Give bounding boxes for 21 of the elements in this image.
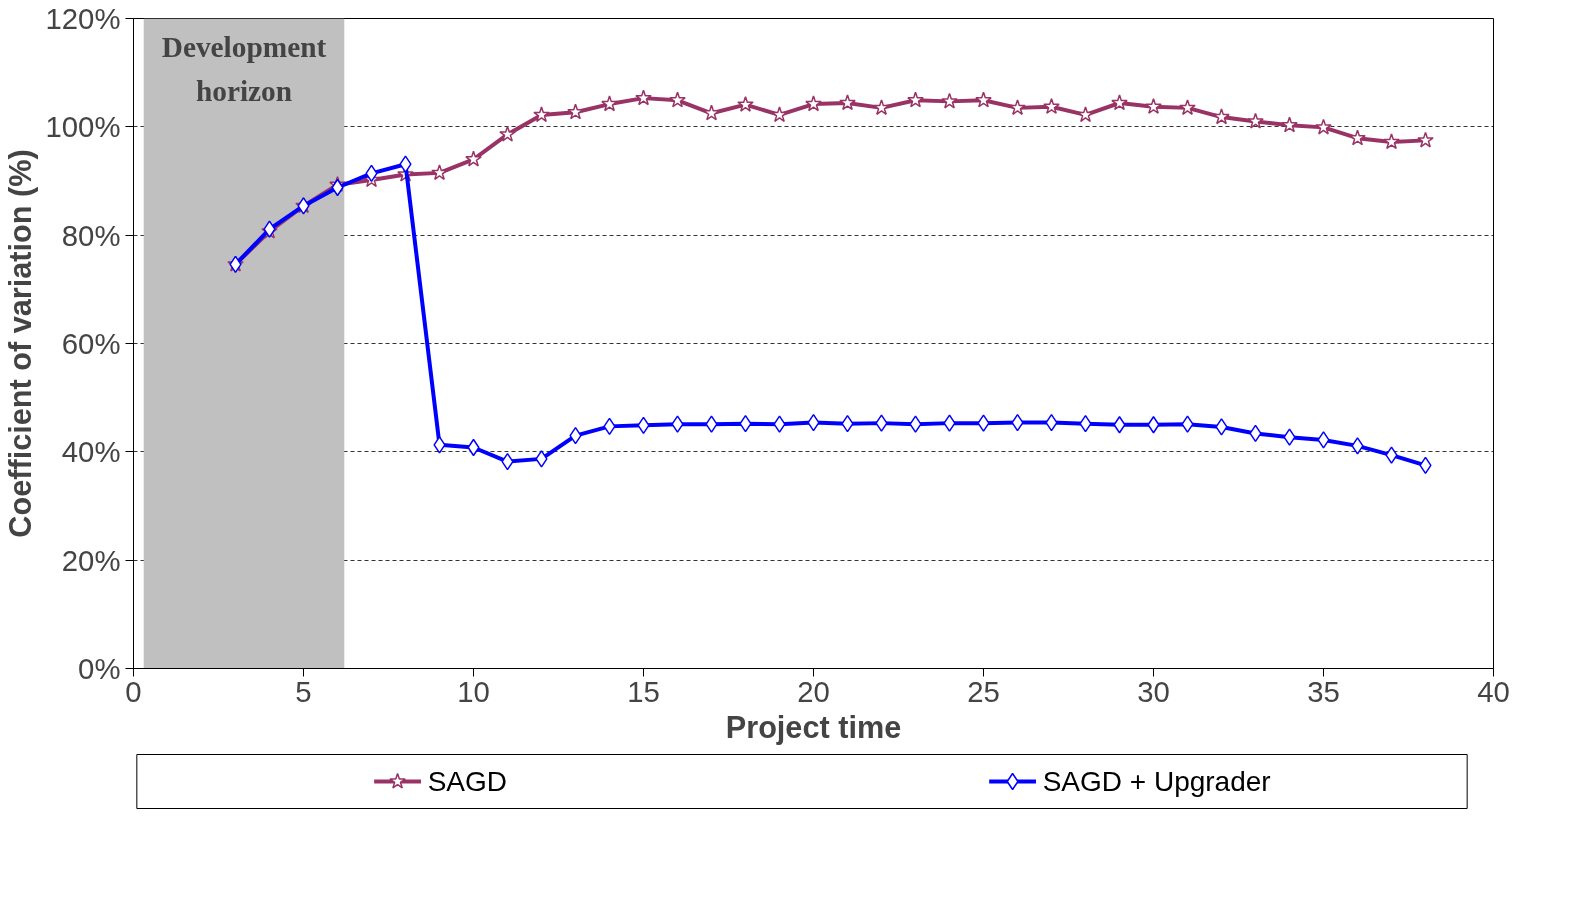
x-tick-label: 5 (295, 674, 312, 708)
x-tick-label: 0 (125, 674, 142, 708)
y-tick-label: 40% (61, 435, 121, 469)
y-tick-label: 120% (45, 2, 121, 35)
y-tick-label: 100% (45, 110, 121, 144)
legend-label: SAGD (427, 766, 507, 797)
x-tick-label: 25 (967, 674, 1000, 708)
y-axis-title: Coefficient of variation (%) (3, 149, 39, 538)
x-tick-label: 20 (797, 674, 830, 708)
x-tick-label: 40 (1477, 674, 1510, 708)
x-tick-label: 30 (1137, 674, 1170, 708)
band-label: Development horizon (161, 30, 327, 107)
x-tick-label: 15 (627, 674, 660, 708)
x-tick-label: 10 (457, 674, 490, 708)
x-axis-title: Project time (725, 709, 902, 745)
y-tick-label: 60% (61, 327, 121, 360)
y-tick-label: 20% (61, 543, 121, 577)
x-tick-label: 35 (1307, 674, 1340, 708)
y-tick-label: 0% (78, 652, 121, 685)
y-tick-label: 80% (61, 218, 121, 252)
legend-label: SAGD + Upgrader (1042, 766, 1271, 797)
